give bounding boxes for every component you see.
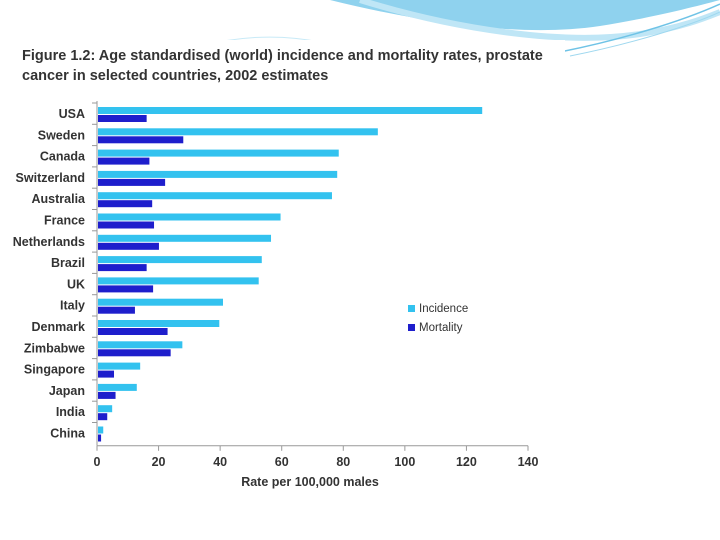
mortality-legend-swatch bbox=[408, 324, 415, 331]
incidence-bar bbox=[98, 107, 483, 114]
category-label: Sweden bbox=[38, 128, 85, 142]
mortality-bar bbox=[98, 434, 102, 442]
incidence-bar bbox=[98, 256, 262, 264]
incidence-bar bbox=[98, 213, 281, 221]
mortality-bar bbox=[98, 413, 108, 421]
mortality-bar bbox=[98, 391, 116, 399]
mortality-bar bbox=[98, 157, 150, 165]
slide-header-swoosh bbox=[199, 0, 720, 57]
swoosh-band bbox=[330, 0, 720, 31]
category-label: Singapore bbox=[24, 363, 85, 377]
category-label: UK bbox=[67, 277, 85, 291]
incidence-bar bbox=[98, 149, 339, 157]
incidence-bar bbox=[98, 362, 141, 370]
incidence-bar bbox=[98, 320, 220, 327]
incidence-legend-swatch bbox=[408, 305, 415, 312]
x-tick-label: 80 bbox=[336, 455, 350, 469]
swoosh-line-2 bbox=[569, 11, 720, 57]
x-tick-label: 140 bbox=[518, 455, 539, 469]
mortality-bar bbox=[98, 285, 154, 293]
x-axis-title: Rate per 100,000 males bbox=[241, 475, 379, 489]
mortality-bar bbox=[98, 178, 166, 186]
x-tick-label: 100 bbox=[394, 455, 415, 469]
mortality-bar bbox=[98, 200, 153, 208]
incidence-bar bbox=[98, 405, 113, 413]
incidence-bar bbox=[98, 192, 332, 200]
category-label: Australia bbox=[32, 192, 87, 206]
chart-title: Figure 1.2: Age standardised (world) inc… bbox=[22, 48, 543, 84]
mortality-bar bbox=[98, 349, 171, 357]
x-tick-label: 20 bbox=[152, 455, 166, 469]
chart-figure: USA Sweden Canada Switzerland Australia Franc… bbox=[0, 40, 565, 510]
incidence-bar bbox=[98, 128, 378, 136]
category-label: Japan bbox=[49, 384, 85, 398]
mortality-bar bbox=[98, 115, 147, 122]
incidence-bar bbox=[98, 341, 183, 349]
category-label: Netherlands bbox=[13, 235, 85, 249]
category-label: Denmark bbox=[32, 320, 86, 334]
x-tick-label: 0 bbox=[94, 455, 101, 469]
mortality-bar bbox=[98, 221, 155, 229]
mortality-legend-label: Mortality bbox=[419, 322, 463, 334]
mortality-bar bbox=[98, 328, 168, 335]
mortality-bar bbox=[98, 136, 184, 144]
incidence-bar bbox=[98, 426, 104, 434]
category-label: Brazil bbox=[51, 256, 85, 270]
mortality-bar bbox=[98, 370, 115, 378]
category-label: France bbox=[44, 214, 85, 228]
x-tick-label: 60 bbox=[275, 455, 289, 469]
category-label: India bbox=[56, 405, 86, 419]
category-label: Switzerland bbox=[16, 171, 85, 185]
mortality-bar bbox=[98, 242, 159, 250]
incidence-bar bbox=[98, 383, 137, 391]
swoosh-line-1 bbox=[559, 3, 720, 53]
mortality-bar bbox=[98, 264, 147, 272]
category-label: China bbox=[50, 427, 86, 441]
category-label: Italy bbox=[60, 299, 85, 313]
incidence-bar bbox=[98, 234, 272, 242]
x-tick-label: 40 bbox=[213, 455, 227, 469]
incidence-bar bbox=[98, 277, 259, 285]
swoosh-highlight bbox=[359, 0, 720, 41]
x-tick-label: 120 bbox=[456, 455, 477, 469]
category-label: Canada bbox=[40, 150, 86, 164]
bar-chart: USA Sweden Canada Switzerland Australia Franc… bbox=[13, 101, 539, 489]
incidence-bar bbox=[98, 298, 223, 306]
mortality-bar bbox=[98, 306, 135, 314]
category-label: USA bbox=[59, 107, 85, 121]
incidence-bar bbox=[98, 170, 338, 178]
incidence-legend-label: Incidence bbox=[419, 303, 468, 315]
category-label: Zimbabwe bbox=[24, 341, 85, 355]
